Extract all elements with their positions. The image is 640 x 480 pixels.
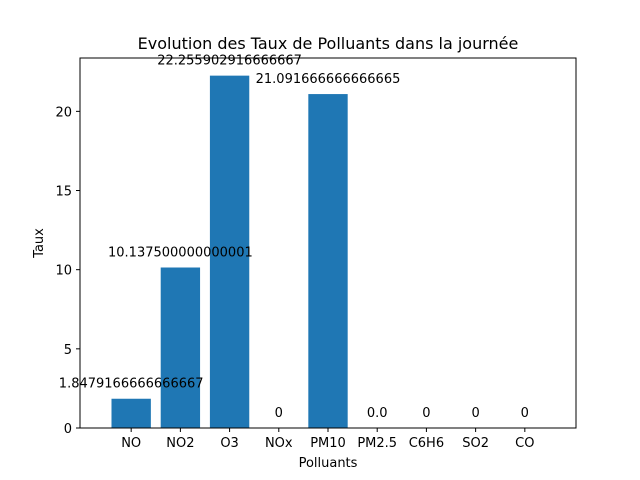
data-labels-layer: 1.8479166666666667 10.137500000000001 22.2… xyxy=(59,54,529,421)
x-tick-label: C6H6 xyxy=(409,436,444,451)
data-label: 0 xyxy=(521,406,529,421)
bar-no2 xyxy=(160,267,201,428)
x-tick-label: CO xyxy=(515,436,534,451)
y-tick-label: 10 xyxy=(55,264,72,279)
data-label: 21.091666666666665 xyxy=(256,72,401,87)
data-label: 0 xyxy=(471,406,479,421)
x-tick-label: O3 xyxy=(220,436,239,451)
x-axis-label: Polluants xyxy=(299,456,358,471)
y-tick-label: 5 xyxy=(64,343,72,358)
data-label: 0 xyxy=(275,406,283,421)
y-tick-label: 0 xyxy=(64,422,72,437)
x-tick-label: PM2.5 xyxy=(357,436,397,451)
x-tick-label: PM10 xyxy=(310,436,346,451)
data-label: 0 xyxy=(422,406,430,421)
bar-o3 xyxy=(209,75,250,429)
x-tick-label: NOx xyxy=(265,436,293,451)
data-label: 0.0 xyxy=(367,406,388,421)
data-label: 22.255902916666667 xyxy=(157,54,302,69)
y-axis-label: Taux xyxy=(32,228,47,259)
y-axis-ticks: 0 5 10 15 20 xyxy=(55,105,80,437)
x-tick-label: NO2 xyxy=(166,436,194,451)
bars-layer xyxy=(111,75,348,429)
data-label: 10.137500000000001 xyxy=(108,246,253,261)
x-axis-ticks: NO NO2 O3 NOx PM10 PM2.5 C6H6 SO2 CO xyxy=(121,428,534,451)
data-label: 1.8479166666666667 xyxy=(59,377,204,392)
y-tick-label: 15 xyxy=(55,185,72,200)
chart-title: Evolution des Taux de Polluants dans la … xyxy=(138,34,519,53)
bar-no xyxy=(111,398,151,428)
x-tick-label: NO xyxy=(121,436,141,451)
bar-pm10 xyxy=(308,94,348,429)
y-tick-label: 20 xyxy=(55,105,72,120)
x-tick-label: SO2 xyxy=(462,436,489,451)
